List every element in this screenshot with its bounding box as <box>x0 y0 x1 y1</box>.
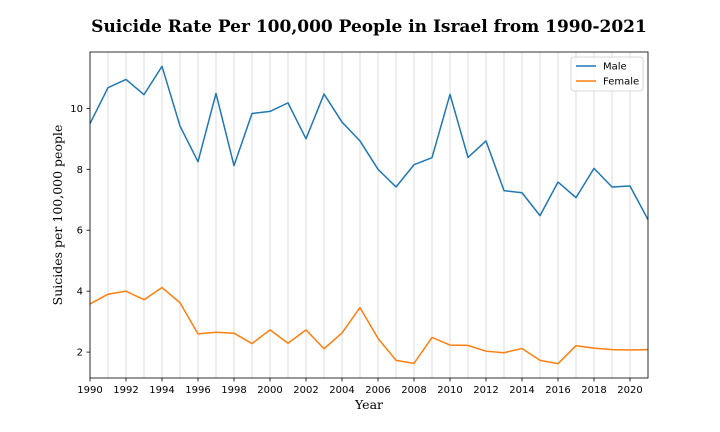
plot-area-frame <box>89 51 649 379</box>
x-tick-label: 2014 <box>509 385 534 396</box>
legend: Male Female <box>570 56 644 92</box>
x-tick-label: 2004 <box>329 385 354 396</box>
grid-lines <box>89 52 649 378</box>
x-tick-label: 2000 <box>257 385 282 396</box>
y-tick-label: 8 <box>77 165 83 176</box>
x-tick-label: 1994 <box>149 385 174 396</box>
x-tick-label: 2016 <box>545 385 570 396</box>
series-layer <box>89 65 649 365</box>
series-line-male <box>89 65 649 220</box>
x-tick-label: 2008 <box>401 385 426 396</box>
x-tick-label: 1996 <box>185 385 210 396</box>
chart-title: Suicide Rate Per 100,000 People in Israe… <box>91 17 647 37</box>
y-axis-label: Suicides per 100,000 people <box>50 125 65 306</box>
x-tick-label: 2010 <box>437 385 462 396</box>
y-tick-label: 10 <box>70 104 83 115</box>
legend-label-male: Male <box>603 62 627 73</box>
y-tick-label: 4 <box>77 287 83 298</box>
y-tick-label: 2 <box>77 348 83 359</box>
x-axis-ticks: 1990 1992 1994 1996 1998 2000 2002 2004 2006 2008… <box>77 378 643 396</box>
x-tick-label: 1992 <box>113 385 138 396</box>
x-axis-label: Year <box>354 397 383 412</box>
legend-label-female: Female <box>603 77 639 88</box>
x-tick-label: 2006 <box>365 385 390 396</box>
x-tick-label: 1998 <box>221 385 246 396</box>
x-tick-label: 2012 <box>473 385 498 396</box>
series-line-female <box>89 286 649 365</box>
x-tick-label: 1990 <box>77 385 102 396</box>
x-tick-label: 2018 <box>581 385 606 396</box>
x-tick-label: 2020 <box>617 385 642 396</box>
y-tick-label: 6 <box>77 226 83 237</box>
x-tick-label: 2002 <box>293 385 318 396</box>
y-axis-ticks: 2 4 6 8 10 <box>70 104 90 359</box>
